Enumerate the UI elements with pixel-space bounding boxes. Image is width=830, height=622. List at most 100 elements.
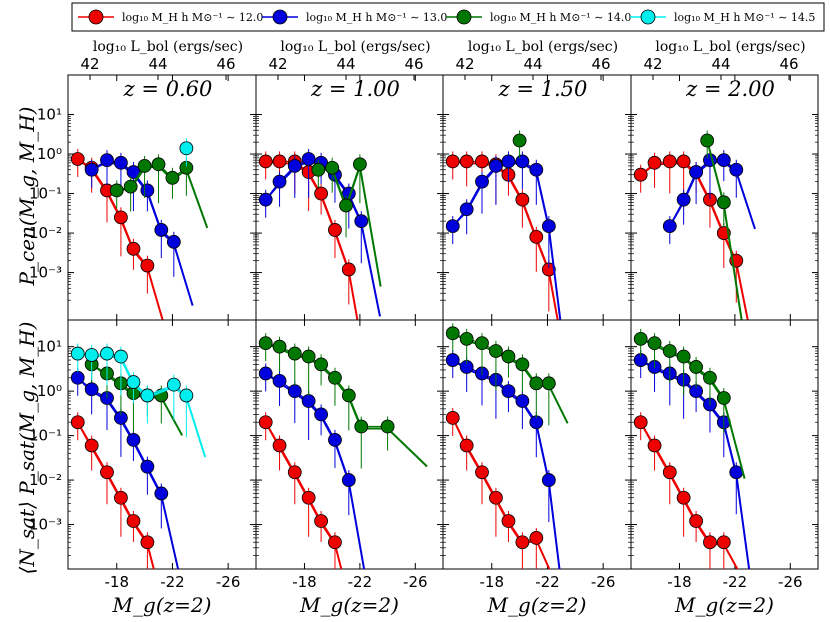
point-12-0 xyxy=(662,465,677,480)
x-axis-label: M_g(z=2) xyxy=(487,593,587,617)
top-tick-label: 42 xyxy=(643,55,662,73)
point-13-0 xyxy=(126,433,141,447)
point-14-5 xyxy=(140,388,155,403)
xtick-label: -26 xyxy=(216,573,241,591)
point-13-0 xyxy=(475,174,489,189)
point-14-0 xyxy=(459,331,474,346)
legend-entry-14-0: log₁₀ M_H h M⊙⁻¹ ∼ 14.0 xyxy=(446,9,631,25)
panels-layer: 10¹ 10⁰ 10⁻¹ 10⁻² 10⁻³ z = 0.60 log₁₀ L_bol (e… xyxy=(29,39,819,617)
point-13-0 xyxy=(314,407,329,422)
point-14-0 xyxy=(716,195,731,210)
point-14-5 xyxy=(126,375,141,389)
panel-r0-c3: z = 2.00 log₁₀ L_bol (ergs/sec)42 44 46 xyxy=(630,39,819,321)
point-12-0 xyxy=(647,438,662,453)
point-12-0 xyxy=(272,438,287,453)
top-tick-label: 46 xyxy=(404,55,423,73)
point-12-0 xyxy=(445,411,460,425)
point-14-0 xyxy=(515,357,530,372)
ytick-label: 10⁻² xyxy=(29,224,62,242)
point-13-0 xyxy=(258,366,273,381)
point-13-0 xyxy=(501,384,516,399)
point-14-0 xyxy=(647,336,662,351)
point-12-0 xyxy=(126,514,141,528)
top-tick-label: 44 xyxy=(336,55,355,73)
point-13-0 xyxy=(341,473,356,487)
point-14-5 xyxy=(179,388,194,403)
series-group xyxy=(445,130,562,320)
series-line-13-0 xyxy=(265,372,350,481)
point-14-0 xyxy=(151,157,166,172)
point-13-0 xyxy=(301,394,316,408)
point-14-0 xyxy=(123,179,138,194)
point-13-0 xyxy=(459,202,474,217)
point-12-0 xyxy=(314,186,329,201)
point-14-5 xyxy=(179,141,194,156)
point-13-0 xyxy=(154,223,169,237)
legend-marker-13-0 xyxy=(272,9,288,25)
point-14-0 xyxy=(445,326,460,341)
point-12-0 xyxy=(689,514,704,528)
point-13-0 xyxy=(272,174,287,189)
point-13-0 xyxy=(676,192,691,207)
point-14-0 xyxy=(328,370,342,385)
xtick-label: -18 xyxy=(479,573,504,591)
point-14-0 xyxy=(512,133,527,148)
point-14-0 xyxy=(662,344,677,358)
series-model-14-0 xyxy=(640,337,746,479)
point-12-0 xyxy=(716,535,731,550)
ytick-label: 10¹ xyxy=(37,106,62,124)
point-12-0 xyxy=(489,490,503,505)
point-13-0 xyxy=(258,192,273,207)
point-12-0 xyxy=(301,490,316,505)
ytick-label: 10⁻³ xyxy=(29,516,62,534)
xtick-label: -18 xyxy=(292,573,317,591)
x-axis-label: M_g(z=2) xyxy=(674,593,774,617)
xtick-label: -22 xyxy=(348,573,373,591)
legend-label-12-0: log₁₀ M_H h M⊙⁻¹ ∼ 12.0 xyxy=(122,11,263,24)
point-14-0 xyxy=(676,349,691,364)
point-13-0 xyxy=(70,370,85,385)
series-group xyxy=(70,343,207,569)
series-model-14-0 xyxy=(265,342,428,468)
point-14-0 xyxy=(287,346,302,361)
panel-frame xyxy=(442,74,632,321)
point-13-0 xyxy=(489,159,503,173)
point-13-0 xyxy=(84,382,99,397)
point-14-0 xyxy=(165,170,180,185)
xtick-label: -22 xyxy=(160,573,185,591)
point-14-0 xyxy=(716,391,731,405)
point-13-0 xyxy=(515,394,530,408)
point-14-0 xyxy=(339,198,353,213)
xtick-label: -18 xyxy=(667,573,692,591)
panel-r0-c2: z = 1.50 log₁₀ L_bol (ergs/sec)42 44 46 xyxy=(442,39,632,321)
series-model-13-0 xyxy=(77,377,180,569)
point-12-0 xyxy=(676,490,691,505)
point-14-0 xyxy=(352,157,367,172)
point-12-0 xyxy=(341,262,356,277)
point-14-0 xyxy=(272,339,287,354)
point-13-0 xyxy=(328,433,342,447)
point-12-0 xyxy=(140,535,155,550)
point-14-0 xyxy=(314,357,329,372)
point-12-0 xyxy=(328,535,342,550)
z-label: z = 0.60 xyxy=(123,77,213,101)
point-12-0 xyxy=(676,154,691,169)
point-13-0 xyxy=(501,154,516,169)
point-14-0 xyxy=(109,183,124,198)
legend-label-13-0: log₁₀ M_H h M⊙⁻¹ ∼ 13.0 xyxy=(306,11,447,24)
legend: log₁₀ M_H h M⊙⁻¹ ∼ 12.0 log₁₀ M_H h M⊙⁻¹… xyxy=(71,2,825,32)
xtick-label: -26 xyxy=(591,573,616,591)
point-12-0 xyxy=(703,535,717,550)
point-12-0 xyxy=(314,514,329,528)
point-13-0 xyxy=(662,219,677,234)
point-12-0 xyxy=(287,465,302,480)
point-14-0 xyxy=(489,344,503,358)
legend-entry-12-0: log₁₀ M_H h M⊙⁻¹ ∼ 12.0 xyxy=(78,9,263,25)
point-12-0 xyxy=(140,258,155,273)
legend-label-14-5: log₁₀ M_H h M⊙⁻¹ ∼ 14.5 xyxy=(674,11,815,24)
point-14-0 xyxy=(633,331,648,346)
point-13-0 xyxy=(140,459,155,474)
point-14-5 xyxy=(114,349,128,364)
point-12-0 xyxy=(633,167,648,182)
point-12-0 xyxy=(445,154,460,169)
